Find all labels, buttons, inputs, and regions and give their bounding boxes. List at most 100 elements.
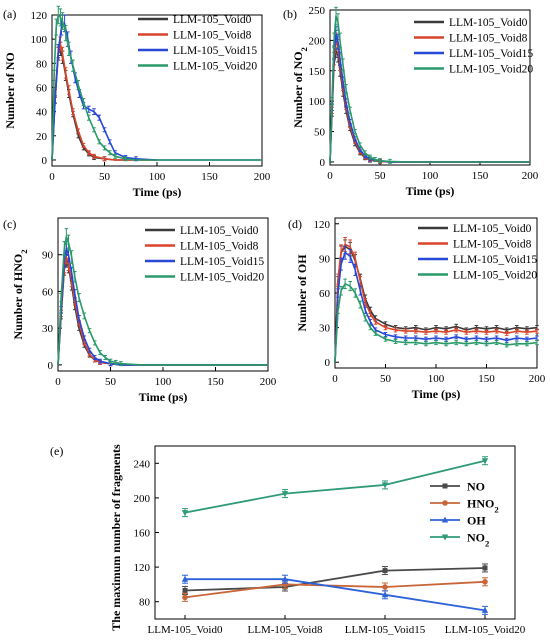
y-axis-label-main: Number of NO: [3, 52, 17, 128]
y-tick-label: 40: [36, 107, 48, 119]
data-marker: [481, 606, 489, 613]
data-marker: [281, 575, 289, 582]
legend-label-sub: 2: [485, 539, 489, 549]
y-tick-label: 60: [36, 82, 48, 94]
data-marker: [182, 594, 188, 601]
y-axis-label: Number of NO2: [291, 47, 309, 128]
x-axis-label: Time (ps): [139, 390, 188, 404]
legend-marker: [441, 534, 449, 541]
x-tick-label: LLM-105_Void15: [345, 624, 426, 636]
y-tick-label: 200: [309, 35, 326, 47]
series-line: [334, 246, 538, 363]
y-tick-label: 150: [309, 66, 326, 78]
panel-d: 0 50 100 150 200 0 30 60 90 120 LLM-105_Void0 LLM-1…: [288, 217, 546, 401]
y-tick-label: 50: [314, 127, 326, 139]
legend-label-main: NO: [467, 531, 485, 545]
legend-label: LLM-105_Void8: [173, 30, 252, 42]
y-tick-label: 90: [319, 253, 331, 265]
x-tick-label: 50: [380, 373, 392, 385]
y-tick-label: 60: [319, 288, 331, 300]
x-tick-label: LLM-105_Void8: [248, 624, 323, 636]
y-tick-label: 250: [309, 5, 326, 17]
x-tick-label: LLM-105_Void20: [445, 624, 526, 636]
y-tick-label: 80: [139, 597, 151, 609]
x-tick-label: 200: [522, 170, 539, 182]
series-line: [184, 567, 486, 592]
x-axis-label: Time (ps): [133, 185, 182, 199]
legend-label: LLM-105_Void8: [180, 241, 259, 253]
y-tick-label: 20: [36, 131, 48, 143]
x-axis-label: Time (ps): [406, 184, 455, 198]
y-tick-label: 0: [42, 155, 48, 167]
x-tick-label: 150: [472, 170, 489, 182]
legend-label: LLM-105_Void0: [453, 223, 532, 235]
legend-label: HNO2: [467, 497, 499, 515]
y-tick-label: 120: [314, 219, 331, 231]
y-axis-label-main: Number of HNO: [11, 254, 25, 340]
x-tick-label: 50: [105, 376, 117, 388]
x-tick-label: 150: [478, 373, 495, 385]
legend-label: LLM-105_Void20: [173, 61, 257, 73]
x-tick-label: 150: [207, 376, 224, 388]
y-axis-label: Number of OH: [295, 254, 309, 332]
series-line: [334, 251, 538, 363]
y-tick-label: 200: [134, 493, 151, 505]
y-tick-label: 120: [31, 10, 48, 22]
series-line: [185, 578, 486, 612]
legend-label: LLM-105_Void0: [449, 17, 528, 29]
legend-label: LLM-105_Void20: [449, 64, 533, 76]
y-tick-label: 240: [134, 458, 151, 470]
y-tick-label: 0: [48, 360, 54, 372]
series-line: [184, 580, 486, 599]
legend-marker: [442, 500, 448, 506]
data-marker: [382, 584, 388, 590]
legend-label: LLM-105_Void15: [180, 256, 264, 268]
legend-label: LLM-105_Void15: [173, 45, 257, 57]
x-tick-label: 200: [529, 373, 546, 385]
data-marker: [181, 575, 189, 582]
y-tick-label: 100: [309, 96, 326, 108]
legend-label: LLM-105_Void8: [453, 239, 532, 251]
x-tick-label: 100: [149, 171, 166, 183]
legend-label: LLM-105_Void20: [453, 270, 537, 282]
series-line: [334, 243, 538, 363]
legend-label: LLM-105_Void20: [180, 272, 264, 284]
x-tick-label: LLM-105_Void0: [148, 624, 223, 636]
y-tick-label: 100: [31, 34, 48, 46]
x-tick-label: 150: [201, 171, 218, 183]
y-axis-label: Number of HNO2: [11, 249, 29, 339]
y-tick-label: 30: [42, 323, 54, 335]
y-axis-label-sub: 2: [19, 249, 29, 253]
y-tick-label: 80: [36, 58, 48, 70]
legend-label-main: HNO: [467, 497, 494, 511]
y-tick-label: 0: [320, 157, 326, 169]
series-line: [51, 43, 157, 161]
legend-label: OH: [467, 514, 486, 528]
x-tick-label: 100: [422, 170, 439, 182]
legend-label: LLM-105_Void0: [173, 14, 252, 26]
data-marker: [481, 458, 489, 465]
x-tick-label: 0: [49, 171, 55, 183]
data-marker: [182, 587, 188, 593]
x-tick-label: 100: [155, 376, 172, 388]
data-marker: [381, 591, 389, 598]
legend-label: NO2: [467, 531, 489, 549]
series-line: [184, 459, 486, 514]
panel-label: (b): [283, 7, 297, 21]
y-axis-label-main: Number of OH: [295, 254, 309, 332]
x-tick-label: 0: [327, 170, 333, 182]
y-axis-label: Number of NO: [3, 52, 17, 128]
series-line: [334, 282, 538, 363]
y-axis-label-main: Number of NO: [291, 51, 305, 127]
y-tick-label: 160: [134, 528, 151, 540]
legend-label: LLM-105_Void15: [449, 48, 533, 60]
legend-label: LLM-105_Void0: [180, 225, 259, 237]
panel-label: (d): [288, 217, 302, 231]
x-tick-label: 100: [428, 373, 445, 385]
x-tick-label: 50: [99, 171, 111, 183]
legend-marker: [441, 516, 449, 523]
panel-label: (c): [3, 217, 16, 231]
legend-label: LLM-105_Void8: [449, 33, 528, 45]
panel-a: 0 50 100 150 200 0 20 40 60 80 100 120 LLM-105_Void0…: [3, 5, 271, 199]
data-marker: [382, 568, 388, 574]
